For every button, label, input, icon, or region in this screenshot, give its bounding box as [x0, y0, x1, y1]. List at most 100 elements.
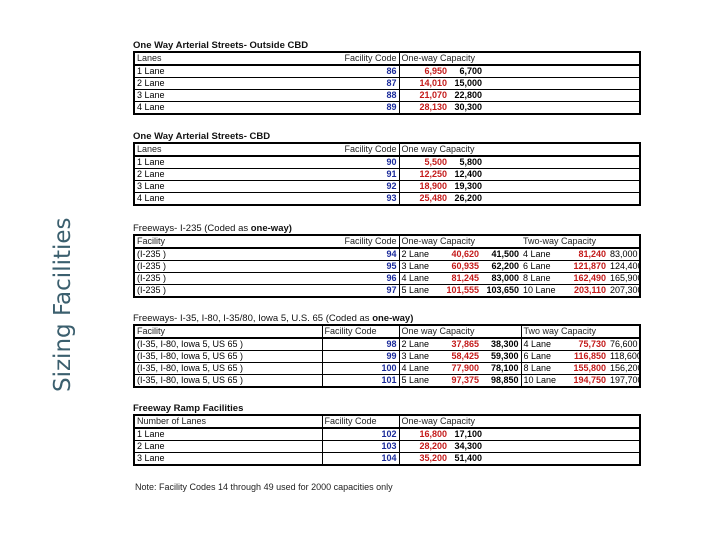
capacity-red-cell: 25,480 [399, 192, 449, 206]
table-row: (I-35, I-80, Iowa 5, US 65 ) 100 4 Lane 77,… [134, 362, 640, 375]
capacity-cell: 34,300 [449, 440, 484, 453]
one-way-capacity-red-cell: 37,865 [439, 338, 481, 351]
two-way-capacity-red-cell: 203,110 [563, 284, 609, 298]
facility-code-cell: 86 [326, 65, 400, 78]
lanes-cell: 3 Lane [134, 452, 323, 466]
two-way-lanes-cell: 8 Lane [521, 362, 563, 375]
lanes-cell: 2 Lane [134, 440, 323, 453]
two-way-capacity-cell: 124,400 [608, 260, 640, 273]
table-title: One Way Arterial Streets- CBD [133, 131, 271, 142]
one-way-lanes-cell: 2 Lane [399, 338, 439, 351]
one-way-lanes-cell: 2 Lane [399, 248, 439, 261]
capacity-cell: 26,200 [449, 192, 484, 206]
facility-code-cell: 95 [326, 260, 400, 273]
one-way-lanes-cell: 3 Lane [399, 260, 439, 273]
two-way-capacity-red-cell: 155,800 [563, 362, 608, 375]
facility-cell: (I-235 ) [134, 284, 326, 298]
facility-code-cell: 90 [326, 156, 400, 169]
facility-code-cell: 97 [326, 284, 400, 298]
table-arterial-cbd: One Way Arterial Streets- CBD Lanes Facil… [133, 131, 641, 206]
two-way-capacity-cell: 76,600 [608, 338, 640, 351]
facility-cell: (I-235 ) [134, 272, 326, 285]
facility-code-cell: 103 [322, 440, 400, 453]
lanes-cell: 1 Lane [134, 65, 326, 78]
lanes-cell: 2 Lane [134, 168, 326, 181]
header-row: Facility Facility Code One-way Capacity Two… [134, 235, 640, 249]
capacity-cell: 12,400 [449, 168, 484, 181]
table-row: (I-35, I-80, Iowa 5, US 65 ) 98 2 Lane 37,8… [134, 338, 640, 351]
one-way-lanes-cell: 5 Lane [399, 374, 439, 388]
table-row: 3 Lane 92 18,900 19,300 [134, 180, 640, 193]
table-row: (I-235 ) 95 3 Lane 60,935 62,200 6 Lane 121,87… [134, 260, 640, 273]
facility-code-cell: 101 [322, 374, 400, 388]
two-way-capacity-cell: 207,300 [608, 284, 640, 298]
lanes-cell: 4 Lane [134, 192, 326, 206]
one-way-capacity-red-cell: 40,620 [439, 248, 481, 261]
empty-cell [484, 440, 640, 453]
capacity-cell: 51,400 [449, 452, 484, 466]
one-way-capacity-red-cell: 77,900 [439, 362, 481, 375]
capacity-red-cell: 5,500 [399, 156, 449, 169]
empty-cell [484, 192, 640, 206]
one-way-capacity-red-cell: 58,425 [439, 350, 481, 363]
one-way-lanes-cell: 3 Lane [399, 350, 439, 363]
two-way-lanes-cell: 10 Lane [521, 374, 563, 388]
lanes-cell: 1 Lane [134, 156, 326, 169]
facility-code-cell: 96 [326, 272, 400, 285]
header-row: Lanes Facility Code One way Capacity [134, 143, 640, 157]
two-way-lanes-cell: 6 Lane [521, 350, 563, 363]
two-way-capacity-red-cell: 194,750 [563, 374, 608, 388]
one-way-capacity-cell: 98,850 [481, 374, 522, 388]
facility-code-cell: 102 [322, 428, 400, 441]
one-way-capacity-cell: 83,000 [481, 272, 522, 285]
two-way-capacity-cell: 118,600 [608, 350, 640, 363]
facility-cell: (I-235 ) [134, 248, 326, 261]
table-freeway-ramps: Freeway Ramp Facilities Number of Lanes F… [133, 403, 641, 466]
header-row: Facility Facility Code One way Capacity Two… [134, 325, 640, 339]
empty-cell [484, 89, 640, 102]
capacity-red-cell: 21,070 [399, 89, 449, 102]
two-way-capacity-cell: 156,200 [608, 362, 640, 375]
two-way-lanes-cell: 10 Lane [521, 284, 564, 298]
facility-cell: (I-35, I-80, Iowa 5, US 65 ) [134, 350, 323, 363]
two-way-capacity-red-cell: 81,240 [563, 248, 609, 261]
capacity-red-cell: 28,200 [399, 440, 449, 453]
facility-code-cell: 93 [326, 192, 400, 206]
two-way-capacity-red-cell: 116,850 [563, 350, 608, 363]
two-way-lanes-cell: 4 Lane [521, 248, 564, 261]
lanes-cell: 4 Lane [134, 101, 326, 115]
two-way-lanes-cell: 6 Lane [521, 260, 564, 273]
table-title: Freeway Ramp Facilities [133, 403, 244, 414]
one-way-lanes-cell: 4 Lane [399, 272, 439, 285]
capacity-red-cell: 28,130 [399, 101, 449, 115]
empty-cell [484, 180, 640, 193]
empty-cell [484, 428, 640, 441]
table-row: 1 Lane 90 5,500 5,800 [134, 156, 640, 169]
one-way-capacity-red-cell: 97,375 [439, 374, 481, 388]
facility-cell: (I-35, I-80, Iowa 5, US 65 ) [134, 362, 323, 375]
table-freeways-i35-i80: Freeways- I-35, I-80, I-35/80, Iowa 5, U… [133, 313, 641, 388]
lanes-cell: 1 Lane [134, 428, 323, 441]
lanes-cell: 3 Lane [134, 180, 326, 193]
footnote: Note: Facility Codes 14 through 49 used … [135, 482, 393, 492]
facility-cell: (I-235 ) [134, 260, 326, 273]
table-row: (I-235 ) 94 2 Lane 40,620 41,500 4 Lane 81,240… [134, 248, 640, 261]
header-row: Lanes Facility Code One-way Capacity [134, 52, 640, 66]
capacity-cell: 19,300 [449, 180, 484, 193]
empty-cell [484, 65, 640, 78]
table-title: Freeways- I-235 (Coded as one-way) [133, 223, 292, 234]
two-way-capacity-red-cell: 162,490 [563, 272, 609, 285]
facility-cell: (I-35, I-80, Iowa 5, US 65 ) [134, 338, 323, 351]
facility-code-cell: 98 [322, 338, 400, 351]
capacity-red-cell: 6,950 [399, 65, 449, 78]
table-row: 2 Lane 87 14,010 15,000 [134, 77, 640, 90]
table-row: (I-235 ) 97 5 Lane 101,555 103,650 10 Lane 203… [134, 284, 640, 298]
two-way-capacity-cell: 165,900 [608, 272, 640, 285]
facility-code-cell: 94 [326, 248, 400, 261]
capacity-cell: 15,000 [449, 77, 484, 90]
one-way-capacity-cell: 78,100 [481, 362, 522, 375]
capacity-red-cell: 16,800 [399, 428, 449, 441]
capacity-cell: 30,300 [449, 101, 484, 115]
table-title: One Way Arterial Streets- Outside CBD [133, 40, 309, 51]
capacity-red-cell: 18,900 [399, 180, 449, 193]
